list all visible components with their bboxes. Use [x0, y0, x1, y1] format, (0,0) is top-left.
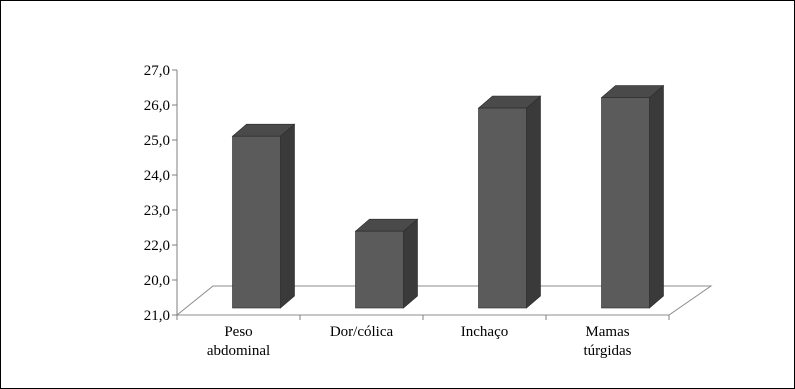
x-category-label: Mamas [585, 324, 629, 340]
bar-front [232, 135, 281, 309]
y-tick-label: 23,0 [144, 203, 170, 219]
chart-floor [175, 285, 713, 316]
y-tick-label: 27,0 [144, 63, 170, 79]
y-tick-label: 26,0 [144, 98, 170, 114]
bar-front [601, 97, 650, 309]
bar-side [649, 84, 664, 309]
bars [231, 84, 665, 309]
x-category-label: túrgidas [583, 343, 631, 359]
y-tick-label: 22,0 [144, 238, 170, 254]
bar [354, 218, 419, 309]
x-category-label: Peso [224, 324, 252, 340]
x-axis-labels: Peso abdominal Dor/cólica Inchaço Mamas túrgi… [207, 324, 632, 359]
bar-front [478, 107, 527, 309]
y-tick-label: 21,0 [144, 308, 170, 324]
y-tick-label: 25,0 [144, 133, 170, 149]
y-tick-label: 24,0 [144, 168, 170, 184]
x-category-label: Dor/cólica [330, 324, 394, 340]
bar-side [526, 95, 541, 309]
bar-side [280, 123, 295, 309]
x-category-label: Inchaço [461, 324, 508, 340]
bar [231, 123, 296, 309]
y-axis: 27,0 26,0 25,0 24,0 23,0 22,0 20,0 21,0 [144, 63, 670, 324]
bar-side [403, 218, 418, 309]
floor-outline [175, 285, 713, 316]
bar [600, 84, 665, 309]
x-category-label: abdominal [207, 343, 270, 359]
bar-front [355, 230, 404, 309]
y-tick-label: 20,0 [144, 273, 170, 289]
bar [477, 95, 542, 309]
